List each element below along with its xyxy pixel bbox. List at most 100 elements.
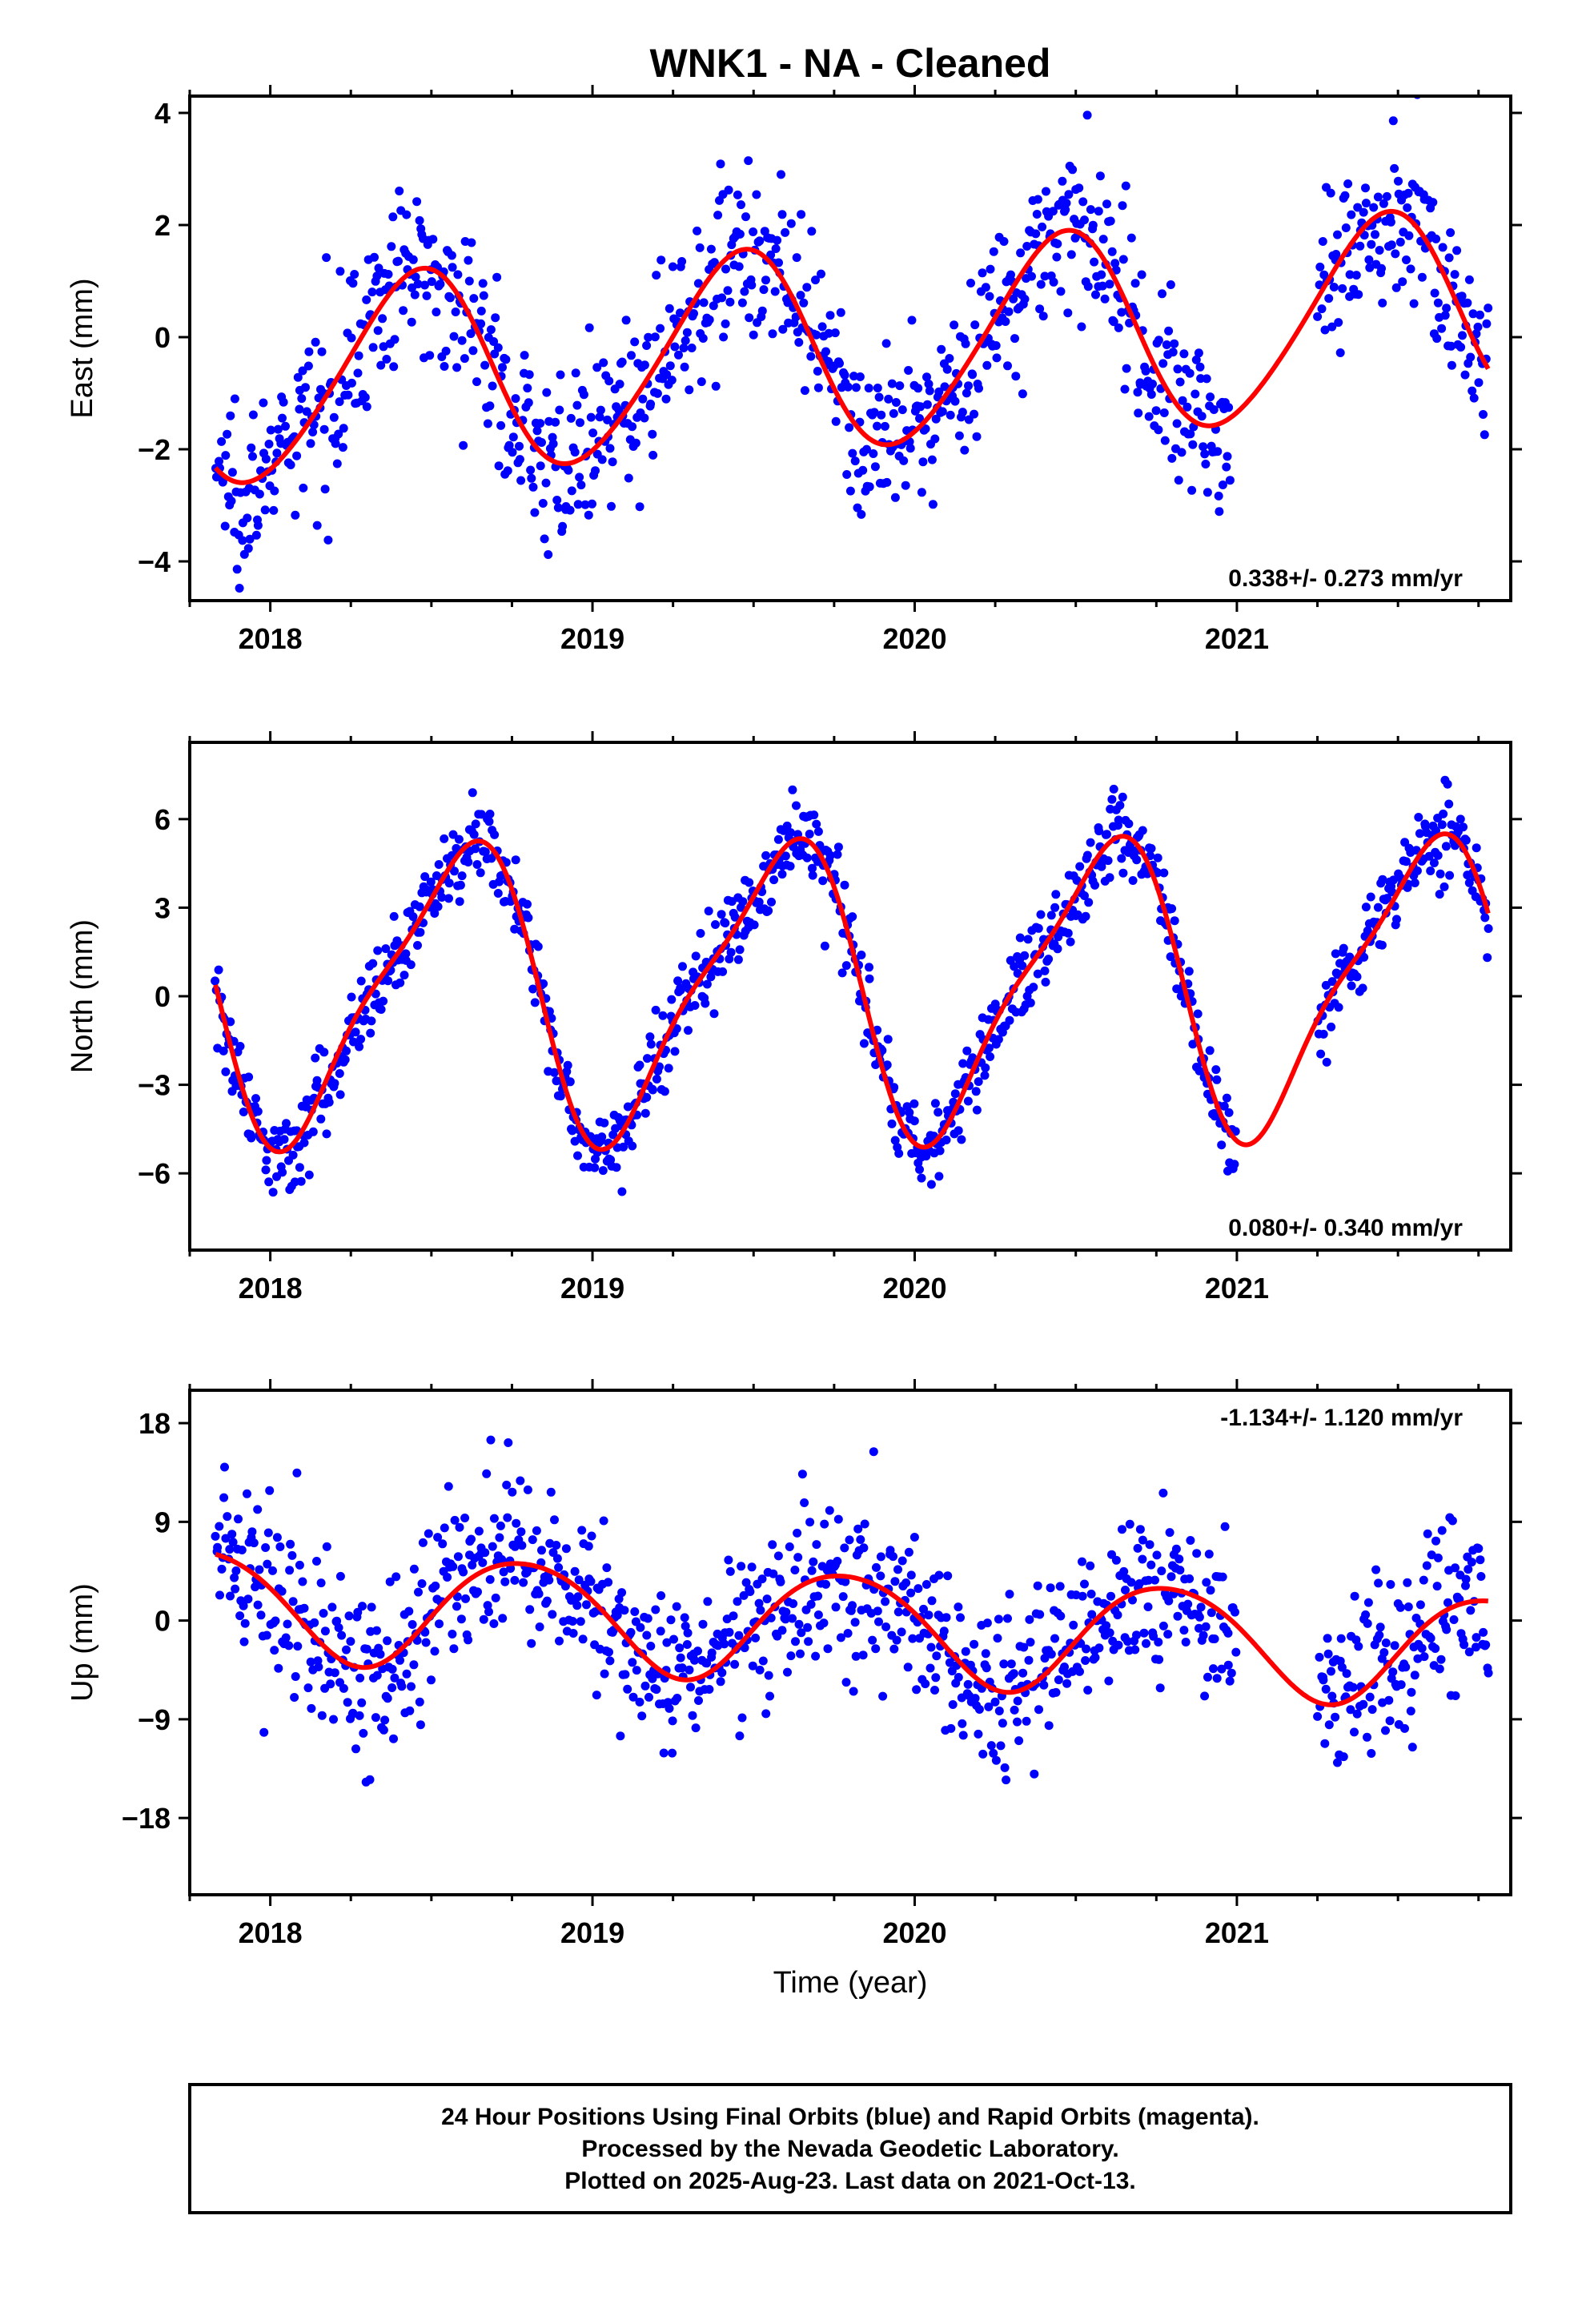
data-point [1460,370,1470,380]
data-point [550,1515,559,1525]
data-point [1125,1519,1134,1529]
data-point [231,1584,240,1594]
data-point [642,1630,652,1640]
data-point [1046,911,1056,920]
data-point [954,1673,963,1682]
data-point [421,1638,431,1647]
data-point [698,1619,708,1629]
data-point [262,1156,271,1165]
data-point [781,1614,790,1624]
data-point [1104,1676,1114,1686]
data-point [576,480,586,490]
data-point [303,361,313,371]
data-point [644,332,653,342]
data-point [526,465,536,475]
data-point [343,1698,352,1707]
data-point [1060,1663,1069,1671]
y-tick-label: 0 [155,321,171,354]
data-point [1179,349,1189,359]
data-point [719,332,729,342]
model-curve [213,208,1491,485]
data-point [334,429,343,439]
data-point [1335,348,1345,357]
data-point [516,1527,526,1537]
data-point [1056,287,1066,296]
data-point [1023,935,1033,944]
data-point [737,1713,747,1723]
data-point [788,1614,797,1623]
data-point [833,1557,842,1566]
data-point [262,1630,271,1640]
data-point [1384,1695,1394,1705]
data-point [818,876,828,886]
data-point [871,1644,881,1654]
data-point [1000,1763,1010,1772]
data-point [838,1592,848,1602]
data-point [299,483,308,493]
data-point [1396,1680,1406,1690]
data-point [1206,1586,1215,1595]
data-point [1431,826,1440,835]
data-point [281,1633,291,1642]
data-point [850,456,860,466]
data-point [756,1606,765,1615]
data-point [1371,1565,1381,1574]
data-point [1217,1140,1227,1150]
data-point [232,565,242,574]
data-point [1394,176,1403,186]
data-point [546,1487,556,1497]
data-point [542,1596,552,1606]
data-point [256,1610,266,1620]
data-point [523,384,532,393]
data-point [278,413,287,423]
data-point [525,1605,535,1614]
data-point [1094,1643,1104,1653]
data-point [1447,1516,1457,1526]
data-point [735,1731,745,1741]
data-point [279,1135,289,1144]
data-point [261,454,271,464]
data-point [638,394,648,404]
data-point [1334,1003,1343,1012]
data-point [1456,814,1465,824]
data-point [1431,1536,1440,1546]
data-point [1051,890,1061,899]
data-point [1081,911,1090,921]
data-point [930,1099,940,1108]
data-point [1449,1615,1459,1624]
data-point [887,1119,897,1128]
data-point [1138,1554,1147,1564]
data-point [709,301,718,311]
data-point [1383,894,1392,903]
data-point [253,1600,263,1610]
data-point [1158,289,1166,299]
data-point [226,411,235,420]
data-point [812,1540,821,1550]
data-point [691,1723,701,1733]
data-point [669,1634,678,1644]
data-point [1149,1631,1158,1641]
data-point [942,1136,951,1144]
data-point [1154,1655,1164,1664]
data-point [721,319,730,328]
data-point [851,383,861,392]
data-point [1461,1574,1471,1584]
data-point [921,424,930,433]
data-point [1194,348,1203,358]
data-point [307,1703,316,1713]
data-point [476,319,486,328]
data-point [372,271,382,281]
data-point [227,497,236,506]
y-tick-label: −18 [122,1802,171,1835]
data-point [926,1642,936,1652]
data-point [1484,924,1493,933]
data-point [1018,961,1027,971]
data-point [367,1602,376,1612]
data-point [1105,1628,1114,1638]
data-point [1428,198,1438,207]
data-point [486,1435,496,1445]
data-point [725,955,734,963]
data-point [1003,361,1012,371]
data-point [650,332,660,342]
data-point [725,1627,734,1637]
